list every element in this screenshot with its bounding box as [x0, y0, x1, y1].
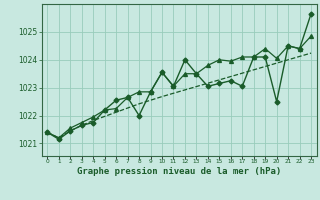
X-axis label: Graphe pression niveau de la mer (hPa): Graphe pression niveau de la mer (hPa) — [77, 167, 281, 176]
